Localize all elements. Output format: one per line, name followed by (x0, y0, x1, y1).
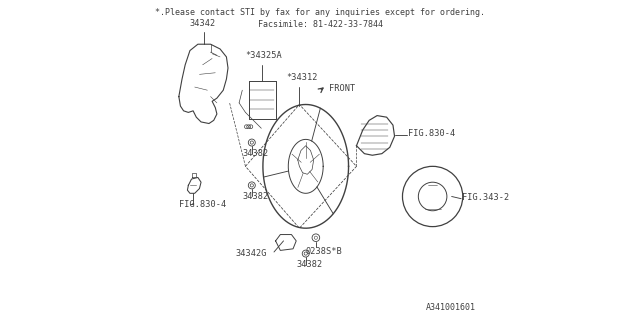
Text: 34382: 34382 (243, 149, 269, 158)
Text: *34325A: *34325A (246, 51, 282, 60)
Text: 34382: 34382 (243, 192, 269, 201)
Text: 34342G: 34342G (236, 249, 267, 258)
Text: Facsimile: 81-422-33-7844: Facsimile: 81-422-33-7844 (257, 20, 383, 29)
Text: 34382: 34382 (296, 260, 323, 269)
Text: 34342: 34342 (190, 19, 216, 28)
Text: 0238S*B: 0238S*B (306, 247, 342, 256)
Text: *34312: *34312 (287, 73, 318, 82)
Text: FIG.343-2: FIG.343-2 (462, 193, 509, 202)
Text: FRONT: FRONT (329, 84, 355, 93)
Text: FIG.830-4: FIG.830-4 (179, 200, 226, 209)
Text: *.Please contact STI by fax for any inquiries except for ordering.: *.Please contact STI by fax for any inqu… (155, 8, 485, 17)
Text: A341001601: A341001601 (426, 303, 476, 312)
Text: FIG.830-4: FIG.830-4 (408, 130, 456, 139)
